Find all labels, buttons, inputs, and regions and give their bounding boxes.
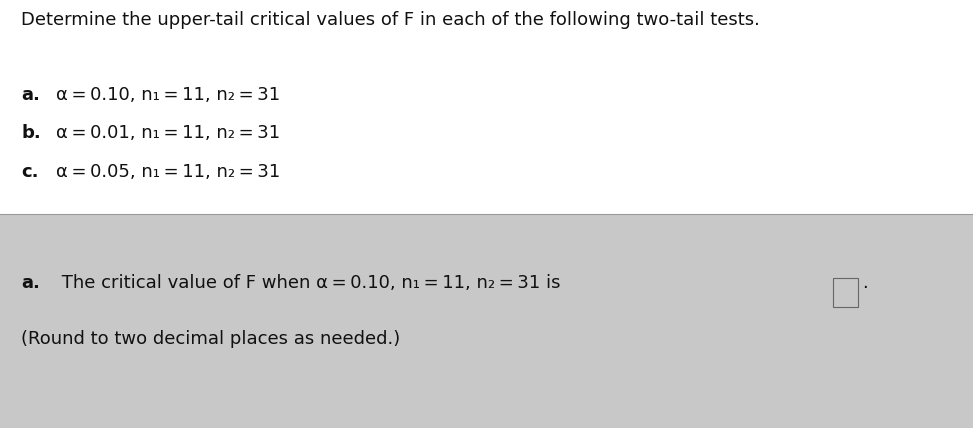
Text: Determine the upper-tail critical values of F in each of the following two-tail : Determine the upper-tail critical values… <box>21 11 760 29</box>
Text: (Round to two decimal places as needed.): (Round to two decimal places as needed.) <box>21 330 401 348</box>
Text: α = 0.01, n₁ = 11, n₂ = 31: α = 0.01, n₁ = 11, n₂ = 31 <box>56 124 280 142</box>
Text: α = 0.10, n₁ = 11, n₂ = 31: α = 0.10, n₁ = 11, n₂ = 31 <box>56 86 280 104</box>
Text: a.: a. <box>21 86 40 104</box>
Text: The critical value of F when α = 0.10, n₁ = 11, n₂ = 31 is: The critical value of F when α = 0.10, n… <box>56 274 560 292</box>
Text: α = 0.05, n₁ = 11, n₂ = 31: α = 0.05, n₁ = 11, n₂ = 31 <box>56 163 280 181</box>
Text: c.: c. <box>21 163 39 181</box>
Text: .: . <box>862 274 868 292</box>
Text: b.: b. <box>21 124 41 142</box>
Bar <box>833 278 858 307</box>
Text: a.: a. <box>21 274 40 292</box>
